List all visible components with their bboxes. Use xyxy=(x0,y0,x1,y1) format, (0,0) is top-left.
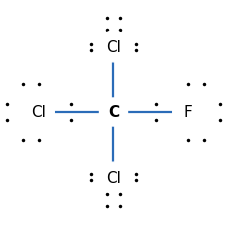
Circle shape xyxy=(173,97,203,128)
Text: Cl: Cl xyxy=(32,105,46,120)
Circle shape xyxy=(99,99,128,126)
Text: Cl: Cl xyxy=(106,170,121,185)
Circle shape xyxy=(98,162,129,193)
Circle shape xyxy=(98,32,129,63)
Text: Cl: Cl xyxy=(106,40,121,55)
Text: F: F xyxy=(184,105,192,120)
Circle shape xyxy=(24,97,54,128)
Text: C: C xyxy=(108,105,119,120)
